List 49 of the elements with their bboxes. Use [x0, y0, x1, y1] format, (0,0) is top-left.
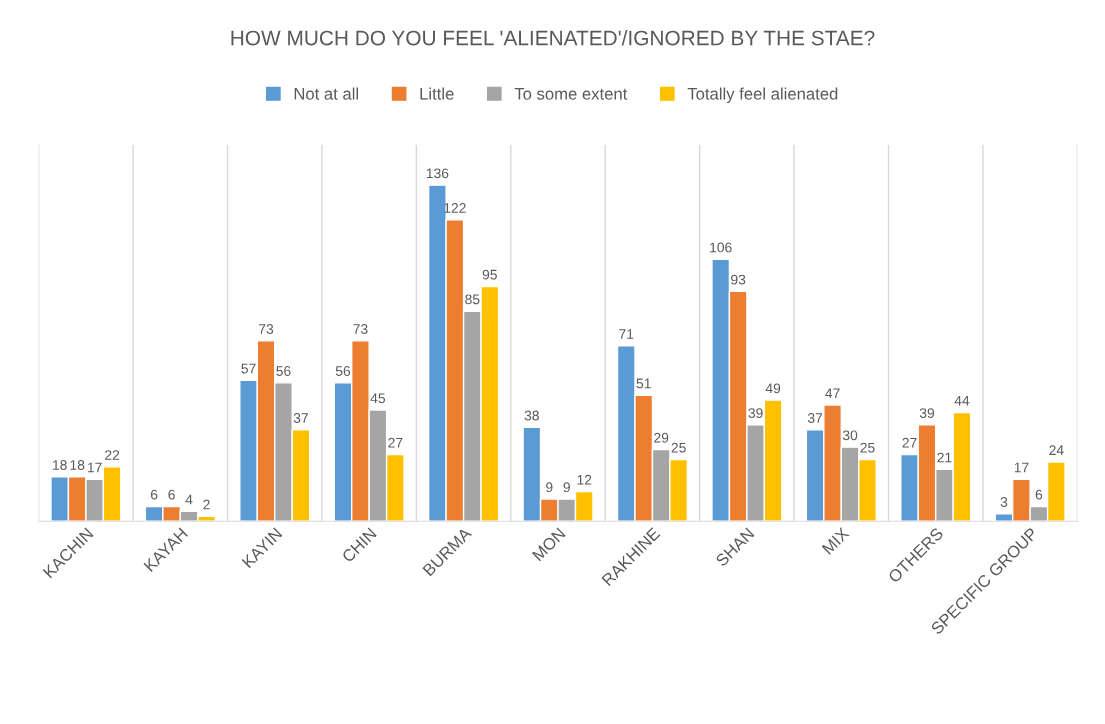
- data-label: 38: [524, 410, 539, 421]
- data-label: 25: [860, 442, 875, 453]
- data-label: 12: [577, 474, 592, 485]
- data-label: 49: [765, 383, 781, 394]
- data-label: 17: [1014, 462, 1029, 473]
- legend-label: Little: [420, 87, 454, 100]
- data-label: 95: [482, 269, 497, 280]
- chart-title: HOW MUCH DO YOU FEEL 'ALIENATED'/IGNORED BY THE STAE?: [231, 30, 875, 46]
- data-label: 56: [335, 366, 351, 376]
- x-tick-label: MIX: [821, 526, 850, 555]
- data-label: 2: [203, 499, 210, 510]
- legend-label: To some extent: [514, 88, 628, 100]
- data-label: 51: [636, 378, 651, 389]
- data-label: 57: [241, 363, 256, 374]
- data-label: 9: [563, 482, 570, 493]
- data-label: 9: [546, 482, 553, 493]
- data-label: 27: [902, 437, 917, 448]
- legend-label: Totally feel alienated: [687, 87, 838, 104]
- data-label: 73: [353, 324, 368, 334]
- data-label: 85: [465, 294, 480, 305]
- data-label: 18: [53, 460, 67, 470]
- data-label: 18: [70, 460, 85, 470]
- legend-label: Not at all: [294, 87, 358, 100]
- data-label: 30: [842, 430, 858, 441]
- data-label: 73: [259, 324, 274, 334]
- data-label: 39: [748, 408, 763, 418]
- data-label: 21: [937, 452, 952, 463]
- data-label: 47: [825, 388, 840, 399]
- data-label: 22: [105, 450, 120, 460]
- data-label: 106: [710, 242, 732, 253]
- data-label: 56: [276, 366, 291, 376]
- data-label: 4: [185, 494, 193, 505]
- data-label: 37: [293, 413, 308, 423]
- data-label: 27: [388, 437, 403, 448]
- data-label: 17: [87, 462, 102, 473]
- data-label: 37: [807, 413, 823, 423]
- data-label: 24: [1049, 445, 1064, 455]
- data-label: 93: [731, 274, 746, 285]
- data-label: 6: [150, 489, 158, 500]
- data-label: 45: [370, 393, 386, 404]
- data-label: 3: [1000, 497, 1008, 507]
- data-label: 71: [619, 329, 634, 339]
- data-label: 25: [671, 442, 686, 453]
- data-label: 29: [654, 432, 669, 443]
- data-label: 39: [919, 408, 935, 418]
- data-label: 6: [168, 489, 175, 500]
- data-label: 136: [426, 168, 449, 179]
- data-label: 6: [1035, 489, 1043, 500]
- data-label: 44: [954, 395, 970, 406]
